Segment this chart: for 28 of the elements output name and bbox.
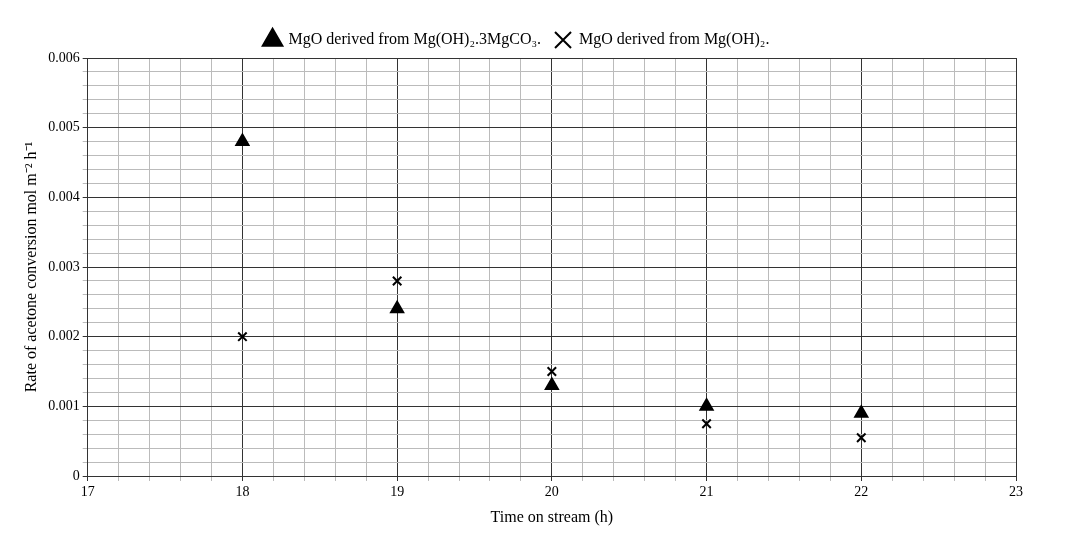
- point: [699, 398, 714, 411]
- legend-label: MgO derived from Mg(OH)₂.3MgCO₃.: [288, 30, 542, 49]
- y-tick-label: 0: [72, 467, 80, 483]
- legend-label: MgO derived from Mg(OH)₂.: [579, 30, 770, 49]
- x-tick-label: 18: [235, 484, 250, 500]
- point: [856, 432, 867, 443]
- point: [237, 331, 248, 342]
- point: [854, 405, 869, 418]
- x-axis-title: Time on stream (h): [490, 507, 614, 526]
- y-tick-label: 0.005: [48, 119, 80, 135]
- point: [544, 377, 559, 390]
- x-tick-label: 19: [390, 484, 405, 500]
- y-axis-title: Rate of acetone conversion mol m⁻² h⁻¹: [21, 141, 39, 393]
- point: [546, 366, 558, 377]
- x-tick-label: 17: [80, 484, 95, 500]
- point: [390, 300, 405, 314]
- point: [391, 275, 403, 287]
- y-tick-label: 0.003: [48, 258, 80, 274]
- y-tick-label: 0.001: [48, 398, 80, 414]
- y-tick-label: 0.006: [48, 49, 80, 65]
- x-tick-label: 21: [699, 484, 714, 500]
- x-tick-label: 20: [544, 484, 559, 500]
- point: [701, 418, 712, 429]
- y-tick-label: 0.004: [48, 189, 80, 205]
- x-tick-label: 23: [1009, 484, 1023, 500]
- x-tick-label: 22: [854, 484, 869, 500]
- point: [235, 133, 250, 147]
- y-tick-label: 0.002: [48, 328, 80, 344]
